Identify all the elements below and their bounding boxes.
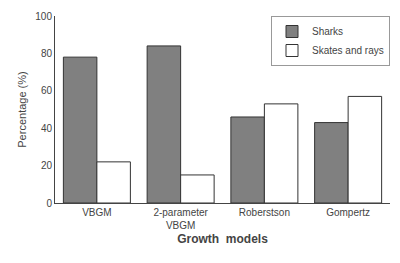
svg-text:VBGM: VBGM <box>82 207 111 218</box>
svg-text:100: 100 <box>35 11 52 22</box>
svg-text:0: 0 <box>46 198 52 209</box>
svg-text:Skates and rays: Skates and rays <box>312 45 384 56</box>
svg-text:Roberstson: Roberstson <box>239 207 290 218</box>
svg-text:Gompertz: Gompertz <box>326 207 370 218</box>
svg-text:60: 60 <box>41 85 53 96</box>
svg-text:20: 20 <box>41 160 53 171</box>
svg-text:Percentage (%): Percentage (%) <box>16 71 28 147</box>
svg-text:80: 80 <box>41 48 53 59</box>
svg-text:2-parameterVBGM: 2-parameterVBGM <box>153 207 208 231</box>
svg-text:Growth models: Growth models <box>177 232 268 246</box>
svg-text:Sharks: Sharks <box>312 26 343 37</box>
svg-text:40: 40 <box>41 123 53 134</box>
